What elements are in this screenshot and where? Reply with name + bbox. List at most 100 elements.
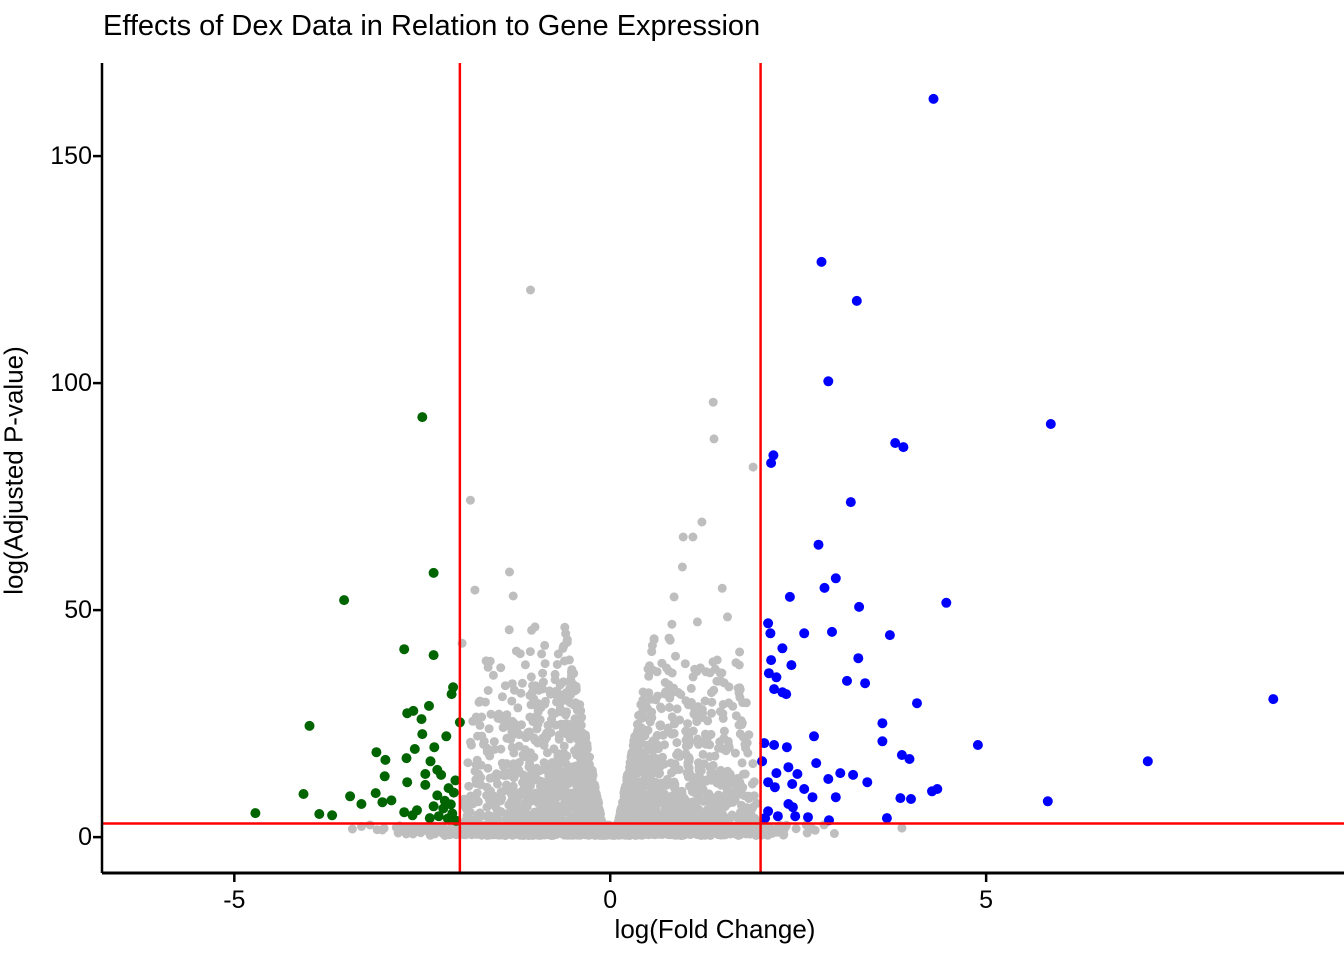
gray-point xyxy=(645,717,655,727)
gray-point xyxy=(583,830,593,839)
gray-point xyxy=(569,700,579,710)
gray-point xyxy=(405,822,415,832)
gray-point xyxy=(744,730,754,740)
gray-point xyxy=(571,761,581,771)
gray-point xyxy=(678,799,688,809)
blue-point xyxy=(890,438,901,448)
blue-point xyxy=(854,601,865,612)
gray-point xyxy=(589,813,599,823)
blue-point xyxy=(830,792,841,803)
gray-point xyxy=(490,744,499,754)
gray-point xyxy=(714,743,723,753)
gray-point xyxy=(507,679,517,689)
blue-point xyxy=(881,813,892,824)
gray-point xyxy=(568,776,578,786)
blue-point xyxy=(760,813,771,824)
gray-point xyxy=(734,688,744,698)
gray-point xyxy=(630,787,640,797)
gray-point xyxy=(684,753,694,763)
gray-point xyxy=(574,770,584,780)
gray-point xyxy=(619,792,629,802)
gray-point xyxy=(688,532,698,542)
gray-point xyxy=(548,771,558,781)
green-point xyxy=(370,788,381,799)
gray-point xyxy=(525,792,535,802)
blue-point xyxy=(928,93,939,104)
gray-point xyxy=(421,824,431,833)
gray-point xyxy=(677,786,687,796)
gray-point xyxy=(645,814,655,824)
gray-point xyxy=(724,698,734,708)
gray-point xyxy=(643,664,653,674)
gray-point xyxy=(671,651,680,661)
blue-point xyxy=(787,802,798,813)
green-point xyxy=(438,803,449,814)
gray-point xyxy=(722,788,732,798)
gray-point xyxy=(649,634,659,644)
gray-point xyxy=(517,678,527,688)
gray-point xyxy=(527,776,537,786)
gray-point xyxy=(651,695,661,705)
gray-point xyxy=(524,814,534,824)
blue-point xyxy=(786,660,797,671)
gray-point xyxy=(664,633,674,643)
green-point xyxy=(304,720,315,731)
gray-point xyxy=(524,762,534,772)
gray-point xyxy=(749,791,759,801)
blue-point xyxy=(799,784,810,794)
gray-point xyxy=(738,782,748,792)
blue-point xyxy=(816,256,827,267)
blue-point xyxy=(842,675,852,686)
gray-point xyxy=(540,659,550,669)
green-point xyxy=(443,783,454,794)
gray-point xyxy=(539,827,549,837)
blue-point xyxy=(877,736,888,747)
gray-point xyxy=(500,681,510,691)
gray-point xyxy=(444,830,454,840)
gray-point xyxy=(499,762,509,772)
green-point xyxy=(417,729,428,740)
gray-point xyxy=(559,741,569,751)
gray-point xyxy=(484,724,494,734)
gray-point xyxy=(628,740,638,750)
gray-point xyxy=(560,622,570,632)
gray-point xyxy=(672,704,682,714)
gray-point xyxy=(540,792,550,802)
gray-point xyxy=(643,776,653,786)
gray-point xyxy=(691,773,701,783)
green-point xyxy=(386,795,397,806)
gray-point xyxy=(829,829,839,838)
gray-point xyxy=(779,830,789,839)
gray-point xyxy=(735,817,745,827)
gray-point xyxy=(540,640,550,650)
green-point xyxy=(399,807,410,818)
blue-point xyxy=(904,754,915,764)
gray-point xyxy=(472,755,482,765)
blue-point xyxy=(898,442,909,453)
blue-point xyxy=(790,811,801,822)
gray-point xyxy=(486,811,496,821)
blue-point xyxy=(809,731,819,742)
green-point xyxy=(399,644,410,655)
gray-point xyxy=(684,811,693,821)
gray-point xyxy=(525,727,534,737)
green-point xyxy=(429,742,440,753)
gray-point xyxy=(533,707,543,717)
gray-point xyxy=(466,737,475,747)
gray-point xyxy=(751,827,761,837)
blue-point xyxy=(827,626,837,637)
gray-point xyxy=(497,692,507,702)
gray-point xyxy=(717,583,727,593)
gray-point xyxy=(462,802,472,812)
gray-point xyxy=(692,617,702,627)
gray-point xyxy=(707,697,717,707)
gray-point xyxy=(628,827,638,837)
gray-point xyxy=(527,687,537,697)
blue-point xyxy=(771,768,782,779)
gray-point xyxy=(683,761,693,771)
gray-point xyxy=(667,688,677,698)
gray-point xyxy=(682,768,692,778)
gray-point xyxy=(546,759,555,769)
gray-point xyxy=(655,768,665,778)
gray-point xyxy=(581,730,590,740)
